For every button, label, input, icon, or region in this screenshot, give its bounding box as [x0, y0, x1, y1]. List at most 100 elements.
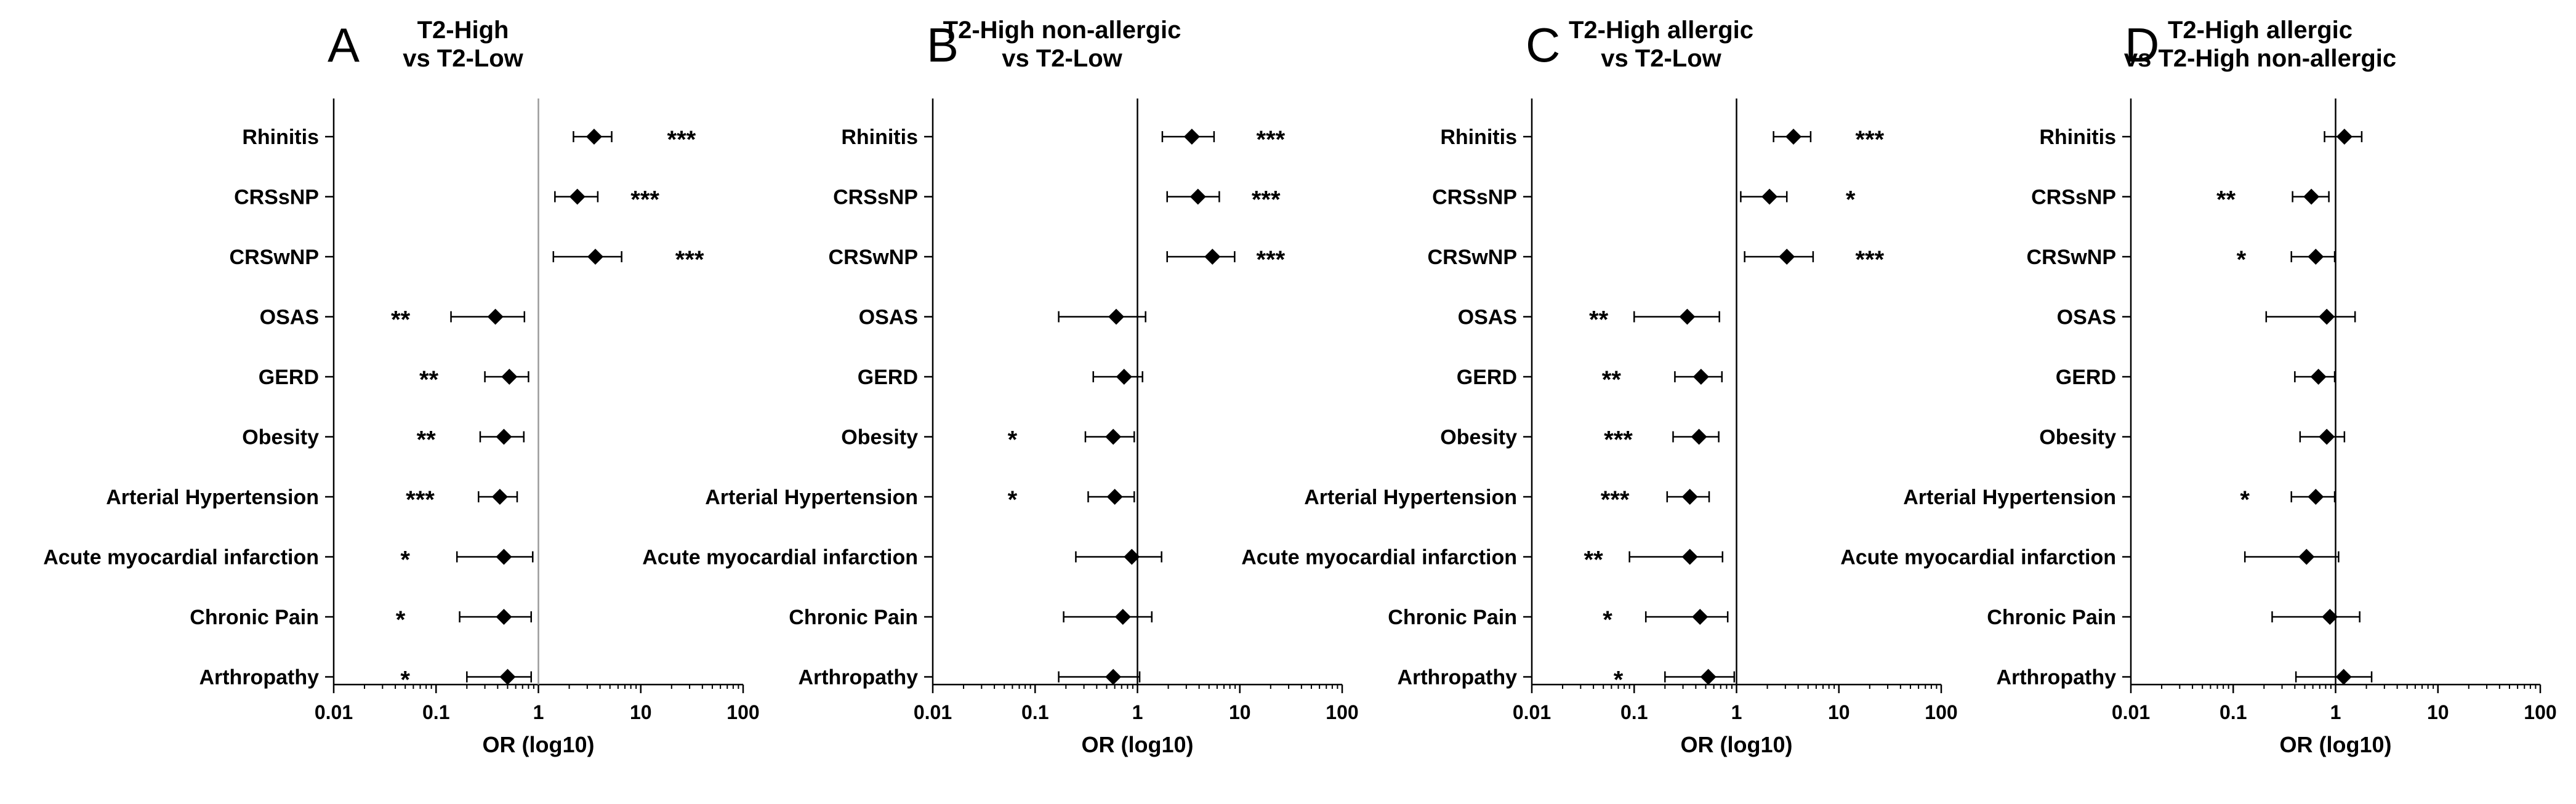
significance-marker: ***	[630, 187, 659, 214]
category-label: Obesity	[841, 426, 918, 449]
or-point	[2336, 129, 2353, 145]
or-point	[491, 489, 508, 505]
x-tick-label: 100	[1326, 701, 1358, 723]
panel-title-line: T2-High allergic	[1569, 17, 1753, 44]
category-label: CRSsNP	[833, 186, 918, 209]
or-point	[1183, 129, 1200, 145]
or-point	[2310, 369, 2327, 385]
or-point	[487, 308, 504, 325]
category-label: CRSwNP	[2027, 246, 2116, 269]
or-point	[501, 369, 518, 385]
category-label: Obesity	[2039, 426, 2116, 449]
or-point	[1105, 669, 1122, 685]
significance-marker: *	[400, 667, 410, 694]
category-label: Arthropathy	[199, 666, 319, 689]
x-tick-label: 100	[727, 701, 759, 723]
or-point	[2319, 308, 2335, 325]
x-tick-label: 0.1	[2220, 701, 2247, 723]
category-label: CRSsNP	[234, 186, 319, 209]
x-tick-label: 10	[1828, 701, 1850, 723]
category-label: Acute myocardial infarction	[43, 546, 319, 569]
category-label: CRSsNP	[1432, 186, 1517, 209]
significance-marker: *	[1008, 486, 1018, 513]
category-label: Arterial Hypertension	[705, 486, 918, 509]
significance-marker: **	[1589, 307, 1609, 334]
category-label: Chronic Pain	[1388, 606, 1517, 629]
or-point	[499, 669, 516, 685]
x-tick-label: 10	[1229, 701, 1251, 723]
category-label: Chronic Pain	[1987, 606, 2116, 629]
significance-marker: **	[2216, 187, 2236, 214]
x-tick-label: 100	[2524, 701, 2556, 723]
category-label: Acute myocardial infarction	[642, 546, 918, 569]
significance-marker: *	[400, 547, 410, 574]
or-point	[1700, 669, 1717, 685]
panel-title-line: vs T2-Low	[403, 45, 523, 72]
x-tick-label: 0.01	[914, 701, 952, 723]
category-label: OSAS	[260, 306, 319, 329]
or-point	[1204, 249, 1221, 265]
category-label: Rhinitis	[1440, 126, 1517, 149]
x-tick-label: 100	[1925, 701, 1957, 723]
or-point	[1105, 428, 1122, 445]
significance-marker: ***	[406, 486, 435, 513]
category-label: OSAS	[2057, 306, 2116, 329]
x-tick-label: 0.01	[2112, 701, 2150, 723]
category-label: Rhinitis	[242, 126, 319, 149]
significance-marker: ***	[667, 126, 696, 153]
panel-title-line: T2-High non-allergic	[943, 17, 1181, 44]
significance-marker: *	[1846, 187, 1856, 214]
or-point	[2308, 249, 2324, 265]
or-point	[1785, 129, 1801, 145]
x-tick-label: 0.01	[315, 701, 353, 723]
x-tick-label: 1	[533, 701, 544, 723]
category-label: CRSsNP	[2031, 186, 2116, 209]
or-point	[496, 428, 512, 445]
or-point	[569, 188, 586, 205]
or-point	[587, 249, 603, 265]
x-tick-label: 0.1	[1021, 701, 1049, 723]
panel-title-line: vs T2-High non-allergic	[2124, 45, 2396, 72]
or-point	[1106, 489, 1123, 505]
significance-marker: **	[391, 307, 411, 334]
category-label: Arterial Hypertension	[106, 486, 319, 509]
category-label: GERD	[2056, 366, 2116, 389]
or-point	[1692, 609, 1709, 625]
or-point	[1693, 369, 1709, 385]
significance-marker: ***	[1601, 486, 1630, 513]
significance-marker: ***	[1256, 246, 1285, 273]
panel-label: A	[328, 18, 360, 72]
x-tick-label: 10	[2427, 701, 2449, 723]
significance-marker: ***	[1256, 126, 1285, 153]
significance-marker: ***	[1855, 126, 1884, 153]
or-point	[1691, 428, 1707, 445]
category-label: Acute myocardial infarction	[1241, 546, 1517, 569]
or-point	[1189, 188, 1206, 205]
panel-label: C	[1526, 18, 1560, 72]
significance-marker: ***	[675, 246, 704, 273]
x-axis-label: OR (log10)	[1680, 732, 1792, 757]
category-label: GERD	[1457, 366, 1517, 389]
or-point	[1681, 549, 1698, 565]
significance-marker: **	[1602, 366, 1622, 393]
category-label: Rhinitis	[2039, 126, 2116, 149]
category-label: Obesity	[1440, 426, 1517, 449]
category-label: Chronic Pain	[190, 606, 319, 629]
x-tick-label: 1	[2330, 701, 2341, 723]
or-point	[1679, 308, 1696, 325]
significance-marker: *	[1008, 427, 1018, 454]
or-point	[1108, 308, 1124, 325]
significance-marker: *	[2237, 246, 2247, 273]
category-label: OSAS	[1458, 306, 1517, 329]
or-point	[1124, 549, 1140, 565]
significance-marker: **	[1584, 547, 1604, 574]
or-point	[2335, 669, 2352, 685]
category-label: OSAS	[859, 306, 918, 329]
panel-label: B	[927, 18, 959, 72]
x-axis-label: OR (log10)	[482, 732, 594, 757]
x-tick-label: 0.01	[1513, 701, 1551, 723]
category-label: Obesity	[242, 426, 319, 449]
or-point	[1114, 609, 1131, 625]
